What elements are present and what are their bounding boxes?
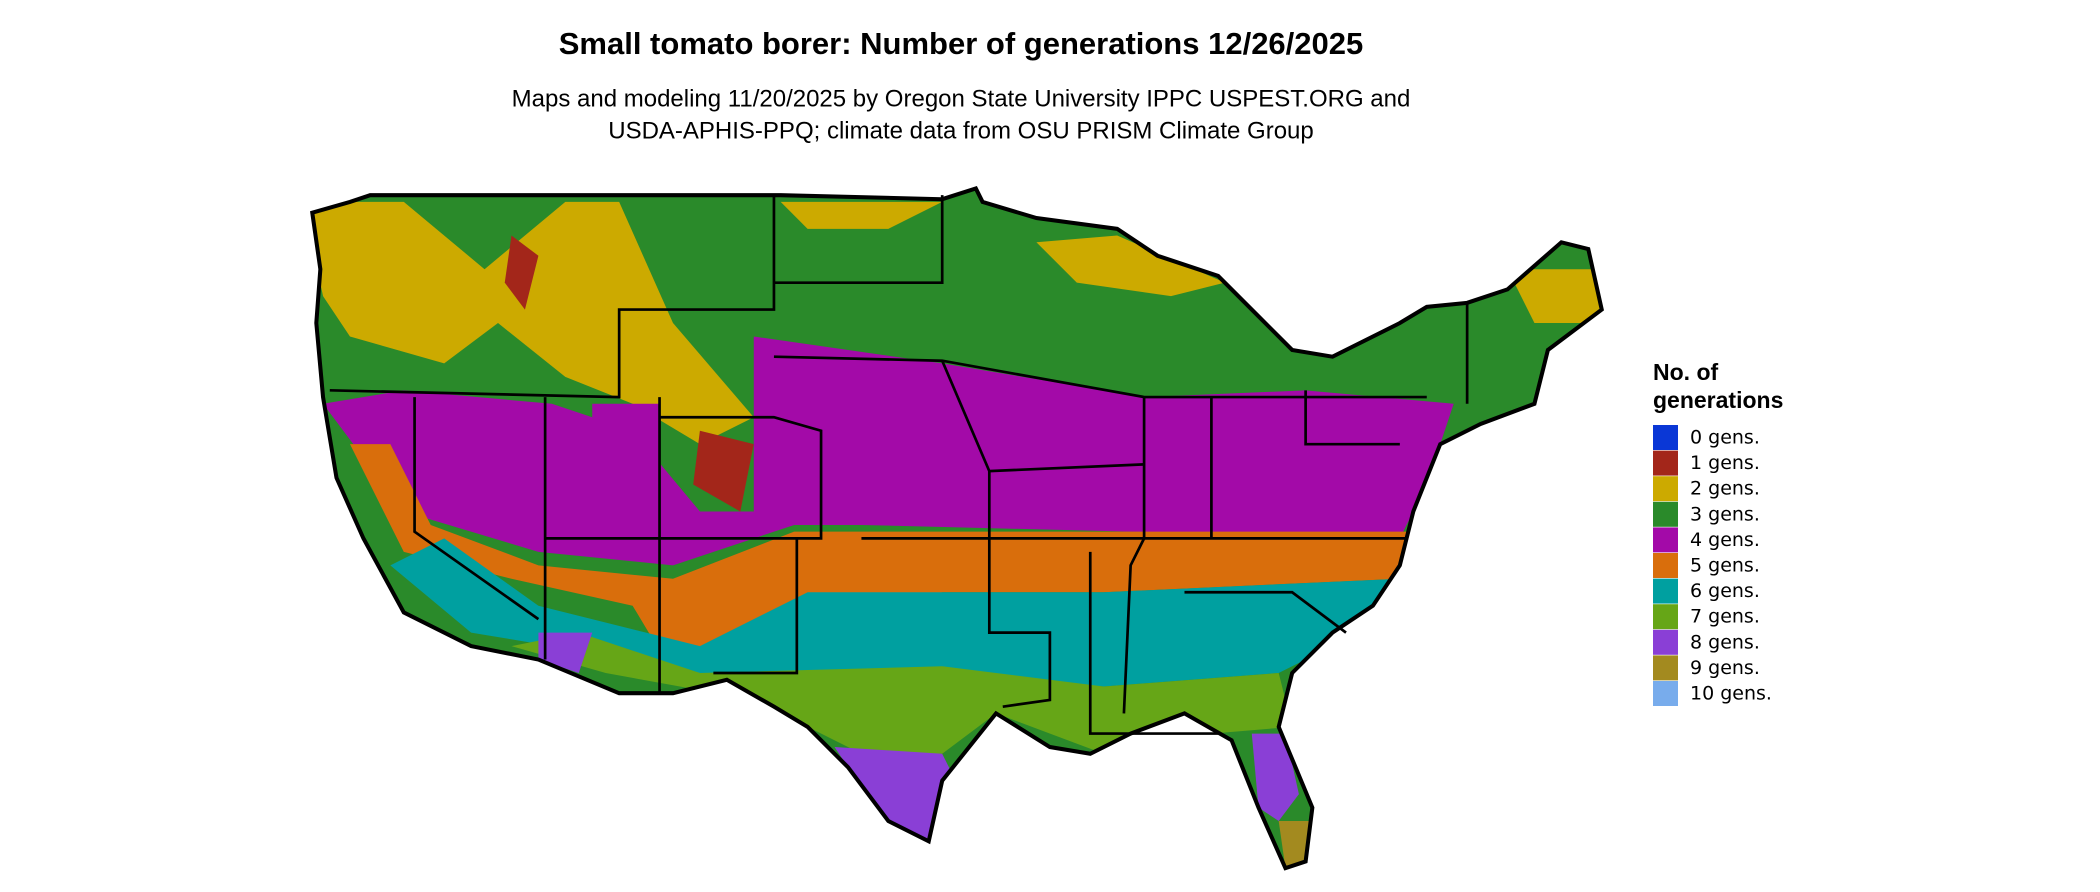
legend-label: 9 gens. bbox=[1690, 657, 1760, 679]
generation-zone bbox=[312, 201, 754, 445]
legend-label: 7 gens. bbox=[1690, 606, 1760, 628]
legend-swatch bbox=[1653, 681, 1678, 706]
generation-zone bbox=[511, 632, 1293, 754]
legend-title: No. of bbox=[1653, 359, 1718, 385]
generation-zone bbox=[349, 444, 1427, 687]
legend: No. of generations 0 gens. 1 gens. 2 gens.… bbox=[1653, 359, 1783, 706]
legend-swatch bbox=[1653, 604, 1678, 630]
legend-label: 10 gens. bbox=[1690, 683, 1772, 705]
map-regions bbox=[312, 188, 1602, 869]
legend-swatch bbox=[1653, 553, 1678, 578]
generation-zone bbox=[1507, 269, 1602, 324]
legend-label: 5 gens. bbox=[1690, 555, 1760, 577]
title: Small tomato borer: Number of generation… bbox=[559, 26, 1364, 61]
legend-swatch bbox=[1653, 501, 1678, 527]
legend-swatch bbox=[1653, 527, 1678, 553]
generation-zone bbox=[323, 336, 1454, 566]
legend-swatch bbox=[1653, 476, 1678, 502]
legend-swatch bbox=[1653, 655, 1678, 681]
legend-label: 3 gens. bbox=[1690, 503, 1760, 525]
legend-title: generations bbox=[1653, 387, 1783, 413]
legend-label: 8 gens. bbox=[1690, 631, 1760, 653]
generation-zone bbox=[538, 632, 593, 673]
subtitle: Maps and modeling 11/20/2025 by Oregon S… bbox=[512, 85, 1411, 112]
generation-zone bbox=[1251, 733, 1299, 822]
legend-label: 6 gens. bbox=[1690, 580, 1760, 602]
generation-zone bbox=[780, 201, 943, 229]
legend-swatch bbox=[1653, 450, 1678, 476]
generation-zone bbox=[1278, 821, 1313, 869]
state-borders bbox=[329, 195, 1469, 735]
map bbox=[269, 175, 1642, 892]
generation-zone bbox=[390, 538, 1400, 687]
legend-label: 4 gens. bbox=[1690, 529, 1760, 551]
generation-zone bbox=[592, 403, 660, 485]
legend-label: 1 gens. bbox=[1690, 452, 1760, 474]
generation-zone bbox=[504, 235, 539, 310]
generation-zone bbox=[1036, 235, 1225, 297]
subtitle: USDA-APHIS-PPQ; climate data from OSU PR… bbox=[608, 117, 1314, 144]
generation-zone bbox=[693, 430, 754, 512]
legend-swatch bbox=[1653, 425, 1678, 450]
legend-swatch bbox=[1653, 578, 1678, 604]
legend-label: 2 gens. bbox=[1690, 478, 1760, 500]
legend-label: 0 gens. bbox=[1690, 427, 1760, 449]
legend-swatch bbox=[1653, 629, 1678, 655]
